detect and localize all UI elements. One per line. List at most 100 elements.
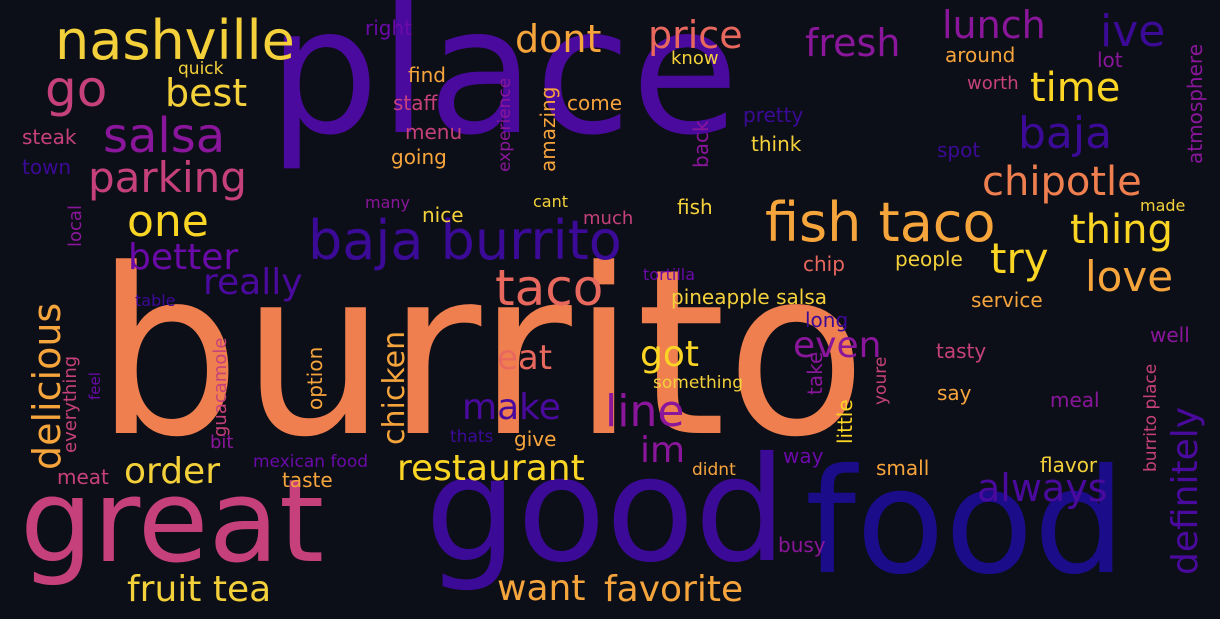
word-take: take bbox=[803, 351, 827, 395]
word-got: got bbox=[640, 334, 699, 375]
word-im: im bbox=[640, 430, 686, 471]
word-fruit-tea: fruit tea bbox=[127, 569, 272, 610]
word-fish: fish bbox=[677, 195, 713, 219]
word-food: food bbox=[805, 438, 1126, 607]
word-think: think bbox=[751, 132, 802, 156]
word-tasty: tasty bbox=[936, 339, 987, 363]
word-something: something bbox=[653, 373, 744, 393]
word-menu: menu bbox=[405, 120, 463, 144]
word-right: right bbox=[365, 16, 412, 40]
word-service: service bbox=[971, 288, 1043, 312]
word-nice: nice bbox=[422, 203, 464, 227]
word-worth: worth bbox=[967, 73, 1019, 94]
word-busy: busy bbox=[778, 533, 826, 557]
word-taco: taco bbox=[495, 259, 604, 317]
word-bit: bit bbox=[210, 432, 234, 453]
word-go: go bbox=[45, 60, 108, 118]
word-small: small bbox=[876, 456, 930, 480]
word-little: little bbox=[833, 399, 857, 444]
word-atmosphere: atmosphere bbox=[1183, 44, 1207, 164]
word-great: great bbox=[20, 455, 325, 589]
word-definitely: definitely bbox=[1165, 406, 1206, 575]
word-mexican-food: mexican food bbox=[253, 452, 369, 472]
word-going: going bbox=[391, 145, 447, 169]
word-option: option bbox=[303, 346, 327, 410]
word-say: say bbox=[937, 381, 972, 405]
word-come: come bbox=[567, 91, 623, 115]
word-chip: chip bbox=[803, 252, 845, 276]
word-chipotle: chipotle bbox=[982, 159, 1142, 205]
word-make: make bbox=[462, 387, 561, 428]
word-tortilla: tortilla bbox=[643, 265, 696, 284]
word-around: around bbox=[945, 43, 1016, 67]
word-burrito: burrito bbox=[95, 221, 867, 488]
word-guacamole: guacamole bbox=[210, 337, 231, 437]
word-back: back bbox=[689, 120, 713, 168]
word-dont: dont bbox=[515, 17, 602, 61]
word-made: made bbox=[1140, 196, 1186, 215]
word-people: people bbox=[895, 247, 963, 271]
word-pretty: pretty bbox=[743, 103, 804, 127]
word-baja-burrito: baja burrito bbox=[308, 209, 622, 272]
word-steak: steak bbox=[22, 125, 77, 149]
word-know: know bbox=[671, 48, 719, 69]
word-quick: quick bbox=[178, 59, 224, 79]
word-thing: thing bbox=[1070, 207, 1173, 253]
word-taste: taste bbox=[282, 468, 333, 492]
word-give: give bbox=[514, 427, 557, 451]
word-line: line bbox=[605, 386, 685, 437]
word-amazing: amazing bbox=[536, 86, 560, 172]
word-everything: everything bbox=[60, 355, 81, 453]
word-youre: youre bbox=[871, 356, 891, 405]
word-time: time bbox=[1030, 65, 1121, 111]
word-salsa: salsa bbox=[103, 108, 226, 164]
word-long: long bbox=[805, 308, 849, 332]
word-town: town bbox=[22, 155, 72, 179]
word-flavor: flavor bbox=[1040, 453, 1098, 477]
word-spot: spot bbox=[937, 138, 981, 162]
word-best: best bbox=[165, 71, 248, 115]
word-favorite: favorite bbox=[604, 569, 744, 610]
word-feel: feel bbox=[86, 372, 104, 400]
word-many: many bbox=[365, 193, 410, 212]
word-baja: baja bbox=[1018, 108, 1113, 159]
word-love: love bbox=[1085, 252, 1174, 301]
word-ive: ive bbox=[1100, 6, 1166, 57]
word-well: well bbox=[1150, 323, 1190, 347]
word-good: good bbox=[425, 426, 787, 595]
word-much: much bbox=[583, 208, 634, 229]
word-find: find bbox=[408, 63, 446, 87]
word-meat: meat bbox=[57, 465, 109, 489]
word-table: table bbox=[135, 291, 176, 310]
word-lunch: lunch bbox=[942, 3, 1046, 47]
word-lot: lot bbox=[1097, 48, 1123, 72]
word-staff: staff bbox=[393, 91, 438, 115]
word-restaurant: restaurant bbox=[397, 448, 585, 489]
word-parking: parking bbox=[88, 153, 247, 202]
word-cant: cant bbox=[533, 192, 569, 211]
word-chicken: chicken bbox=[377, 330, 412, 445]
word-pineapple-salsa: pineapple salsa bbox=[671, 285, 828, 309]
word-order: order bbox=[124, 451, 220, 492]
word-try: try bbox=[990, 234, 1049, 283]
word-didnt: didnt bbox=[692, 460, 736, 480]
word-price: price bbox=[648, 13, 743, 57]
word-fresh: fresh bbox=[805, 21, 901, 65]
word-fish-taco: fish taco bbox=[765, 191, 996, 254]
word-local: local bbox=[65, 205, 86, 247]
word-meal: meal bbox=[1050, 388, 1100, 412]
word-really: really bbox=[203, 262, 303, 303]
word-experience: experience bbox=[495, 77, 515, 172]
word-always: always bbox=[977, 466, 1108, 510]
word-even: even bbox=[793, 325, 882, 366]
word-want: want bbox=[497, 568, 586, 609]
word-thats: thats bbox=[450, 427, 494, 447]
word-one: one bbox=[127, 196, 209, 247]
word-eat: eat bbox=[497, 338, 553, 378]
word-better: better bbox=[128, 237, 239, 278]
word-burrito-place: burrito place bbox=[1141, 363, 1161, 472]
word-nashville: nashville bbox=[55, 9, 295, 72]
word-place: place bbox=[268, 0, 739, 174]
word-way: way bbox=[783, 444, 824, 468]
